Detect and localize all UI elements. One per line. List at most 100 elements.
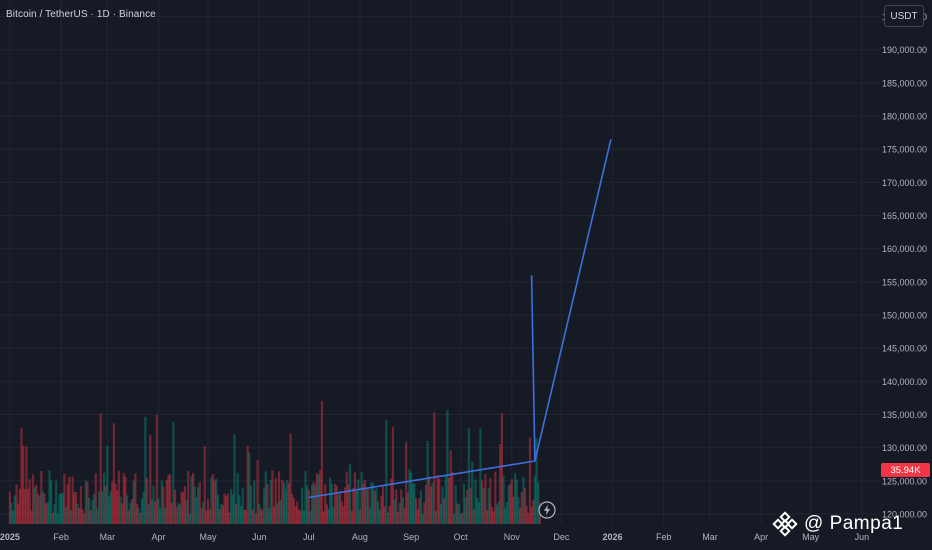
price-axis[interactable]: 120,000.00 125,000.00 130,000.00 135,000.00… <box>882 12 927 519</box>
volume-bar <box>187 470 190 524</box>
volume-bar <box>367 488 370 524</box>
volume-bar <box>309 511 312 524</box>
volume-bar <box>111 481 114 524</box>
volume-bar <box>48 470 51 524</box>
volume-bar <box>160 480 163 524</box>
volume-bar <box>182 492 185 524</box>
volume-bar <box>525 505 528 524</box>
volume-bar <box>353 472 357 524</box>
volume-bar <box>512 496 515 524</box>
volume-bar <box>495 504 499 524</box>
volume-bar <box>319 469 322 524</box>
volume-bar <box>447 477 451 524</box>
volume-bar <box>185 500 188 524</box>
volume-bar <box>400 489 403 524</box>
volume-bar <box>373 491 376 524</box>
binance-logo-icon <box>772 511 798 537</box>
volume-bar <box>446 409 449 524</box>
volume-bar <box>510 479 513 524</box>
volume-bar <box>177 503 180 524</box>
volume-bar <box>535 438 538 524</box>
volume-bar <box>117 470 120 524</box>
volume-bar <box>157 498 160 524</box>
volume-bar <box>61 492 64 524</box>
volume-bar <box>436 474 439 524</box>
volume-bar <box>325 504 329 524</box>
volume-bar <box>438 478 441 524</box>
volume-bar <box>292 497 295 524</box>
volume-bar <box>471 461 474 524</box>
volume-bar <box>86 481 89 524</box>
volume-bar <box>99 413 102 524</box>
x-tick-label: May <box>802 532 820 542</box>
volume-bar <box>289 433 292 524</box>
volume-bar <box>190 475 193 524</box>
volume-bar <box>78 507 81 524</box>
volume-bar <box>434 510 437 524</box>
volume-bar <box>30 510 33 524</box>
volume-bar <box>485 510 489 524</box>
x-tick-label: Nov <box>504 532 521 542</box>
volume-bar <box>127 510 130 524</box>
current-price-badge: 35.94K <box>881 463 930 477</box>
volume-bar <box>426 441 429 524</box>
x-tick-label: Apr <box>754 532 768 542</box>
volume-bar <box>304 471 307 524</box>
volume-bar <box>390 478 393 524</box>
volume-bar <box>530 506 533 524</box>
volume-bar <box>368 507 371 524</box>
volume-bar <box>424 484 428 524</box>
volume-bar <box>294 506 297 524</box>
time-axis[interactable]: 2025 Feb Mar Apr May Jun Jul Aug Sep Oct Nov Dec 202… <box>0 532 869 542</box>
volume-candles <box>8 401 541 524</box>
volume-bar <box>492 511 495 524</box>
volume-bar <box>457 504 461 524</box>
symbol-title[interactable]: Bitcoin / TetherUS · 1D · Binance <box>6 9 156 20</box>
volume-bar <box>215 478 218 524</box>
volume-bar <box>152 486 155 524</box>
volume-bar <box>71 476 74 524</box>
volume-bar <box>137 508 140 524</box>
volume-bar <box>484 473 487 524</box>
currency-button[interactable]: USDT <box>884 5 924 27</box>
volume-bar <box>499 444 502 524</box>
volume-bar <box>362 483 365 524</box>
volume-bar <box>114 483 117 524</box>
volume-bar <box>238 495 241 524</box>
volume-bar <box>45 503 48 524</box>
x-tick-label: Jun <box>252 532 267 542</box>
volume-bar <box>410 472 413 524</box>
x-tick-label: Mar <box>100 532 116 542</box>
volume-bar <box>507 485 510 524</box>
volume-bar <box>479 428 482 524</box>
volume-bar <box>58 494 61 524</box>
volume-bar <box>197 487 200 524</box>
volume-bar <box>101 491 104 524</box>
volume-bar <box>223 493 226 524</box>
volume-bar <box>347 484 350 524</box>
volume-bar <box>439 503 442 524</box>
volume-bar <box>200 508 203 524</box>
lightning-icon[interactable] <box>538 501 556 519</box>
volume-bar <box>170 503 173 524</box>
volume-bar <box>56 513 59 524</box>
volume-bar <box>248 452 251 524</box>
volume-bar <box>476 498 479 524</box>
volume-bar <box>211 473 215 524</box>
y-tick-label: 190,000.00 <box>882 45 927 55</box>
volume-bar <box>505 502 508 524</box>
volume-bar <box>271 470 274 524</box>
volume-bar <box>145 477 149 524</box>
volume-bar <box>129 502 132 524</box>
volume-bar <box>279 499 282 524</box>
trend-drawings[interactable] <box>308 139 612 499</box>
volume-bar <box>221 504 224 524</box>
volume-bar <box>183 486 187 524</box>
volume-bar <box>332 506 335 524</box>
volume-bar <box>162 486 165 524</box>
trend-line-1[interactable] <box>534 139 612 462</box>
volume-bar <box>310 484 314 524</box>
volume-bar <box>107 496 111 524</box>
